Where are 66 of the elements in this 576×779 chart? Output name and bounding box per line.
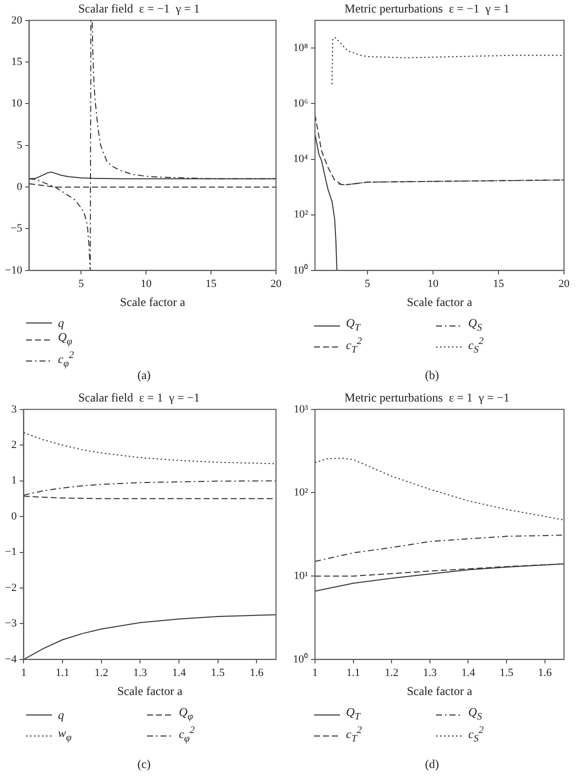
legend-label: q <box>58 316 64 330</box>
x-tick-label: 20 <box>270 278 282 290</box>
legend-label: Q$_{S}$ <box>468 316 482 336</box>
legend-label: Q$_{S}$ <box>468 705 482 724</box>
x-axis-title: Scale factor a <box>117 684 184 698</box>
x-tick-label: 1.6 <box>250 666 264 679</box>
y-tick-label: 0 <box>11 510 18 522</box>
y-tick-label: 10⁰ <box>293 652 308 666</box>
x-tick-label: 10 <box>427 278 439 290</box>
x-axis-title: Scale factor a <box>406 684 473 698</box>
legend-label: Q$_{T}$ <box>346 705 360 724</box>
text: (b) <box>424 368 440 383</box>
y-tick-label: −10 <box>4 264 23 276</box>
x-tick-label: 15 <box>206 278 218 290</box>
x-tick-label: 1.6 <box>538 666 552 679</box>
x-tick-label: 5 <box>364 278 371 290</box>
x-tick-label: 1 <box>312 666 318 679</box>
y-tick-label: −4 <box>4 653 18 666</box>
x-tick-label: 1.2 <box>94 666 108 679</box>
y-tick-label: 5 <box>16 139 23 152</box>
x-tick-label: 1.3 <box>423 666 438 679</box>
y-tick-label: 0 <box>16 180 23 193</box>
y-tick-label: 1 <box>11 474 17 487</box>
x-tick-label: 1.3 <box>133 666 148 679</box>
legend-label: Q$_{T}$ <box>346 316 360 336</box>
y-tick-label: 10³ <box>294 403 309 416</box>
x-tick-label: 20 <box>558 278 570 290</box>
x-tick-label: 1.4 <box>461 666 476 679</box>
text: (a) <box>136 368 152 383</box>
x-tick-label: 10 <box>140 278 152 290</box>
x-tick-label: 1.5 <box>500 666 514 679</box>
x-axis-title: Scale factor a <box>120 294 186 309</box>
y-tick-label: 10² <box>294 208 309 221</box>
y-tick-label: −1 <box>4 546 17 558</box>
x-tick-label: 1.1 <box>346 666 360 679</box>
text: (d) <box>424 757 440 772</box>
x-tick-label: 5 <box>78 278 84 290</box>
legend-label: q <box>58 708 64 722</box>
chart-title: Scalar field ε = 1 γ = −1 <box>78 390 200 404</box>
chart-title: Metric perturbations ε = −1 γ = 1 <box>344 1 510 16</box>
y-tick-label: 10⁸ <box>293 42 308 54</box>
y-tick-label: −3 <box>4 618 18 630</box>
y-tick-label: 10⁶ <box>293 98 308 110</box>
y-tick-label: 10⁰ <box>293 263 308 276</box>
x-tick-label: 1.2 <box>384 666 398 679</box>
y-tick-label: −2 <box>4 582 17 594</box>
y-tick-label: 10² <box>294 486 309 499</box>
y-tick-label: 10 <box>11 98 23 110</box>
y-tick-label: 20 <box>11 14 23 26</box>
x-tick-label: 1.5 <box>210 666 226 679</box>
y-tick-label: 2 <box>11 439 17 452</box>
x-tick-label: 1.1 <box>56 666 70 679</box>
x-axis-title: Scale factor a <box>406 294 473 309</box>
x-tick-label: 1.4 <box>172 666 186 679</box>
chart-title: Metric perturbations ε = 1 γ = −1 <box>344 390 510 404</box>
y-tick-label: 10⁴ <box>293 153 308 166</box>
legend-label: w$_{φ}$ <box>58 726 72 746</box>
legend-label: Q$_{φ}$ <box>58 330 72 350</box>
y-tick-label: −5 <box>10 222 23 235</box>
y-tick-label: 10¹ <box>294 570 308 582</box>
y-tick-label: 15 <box>11 56 23 68</box>
y-tick-label: 3 <box>11 403 18 416</box>
x-tick-label: 15 <box>492 278 504 290</box>
legend-label: Q$_{φ}$ <box>178 705 194 724</box>
text: (c) <box>136 757 152 772</box>
chart-title: Scalar field ε = −1 γ = 1 <box>78 1 200 16</box>
